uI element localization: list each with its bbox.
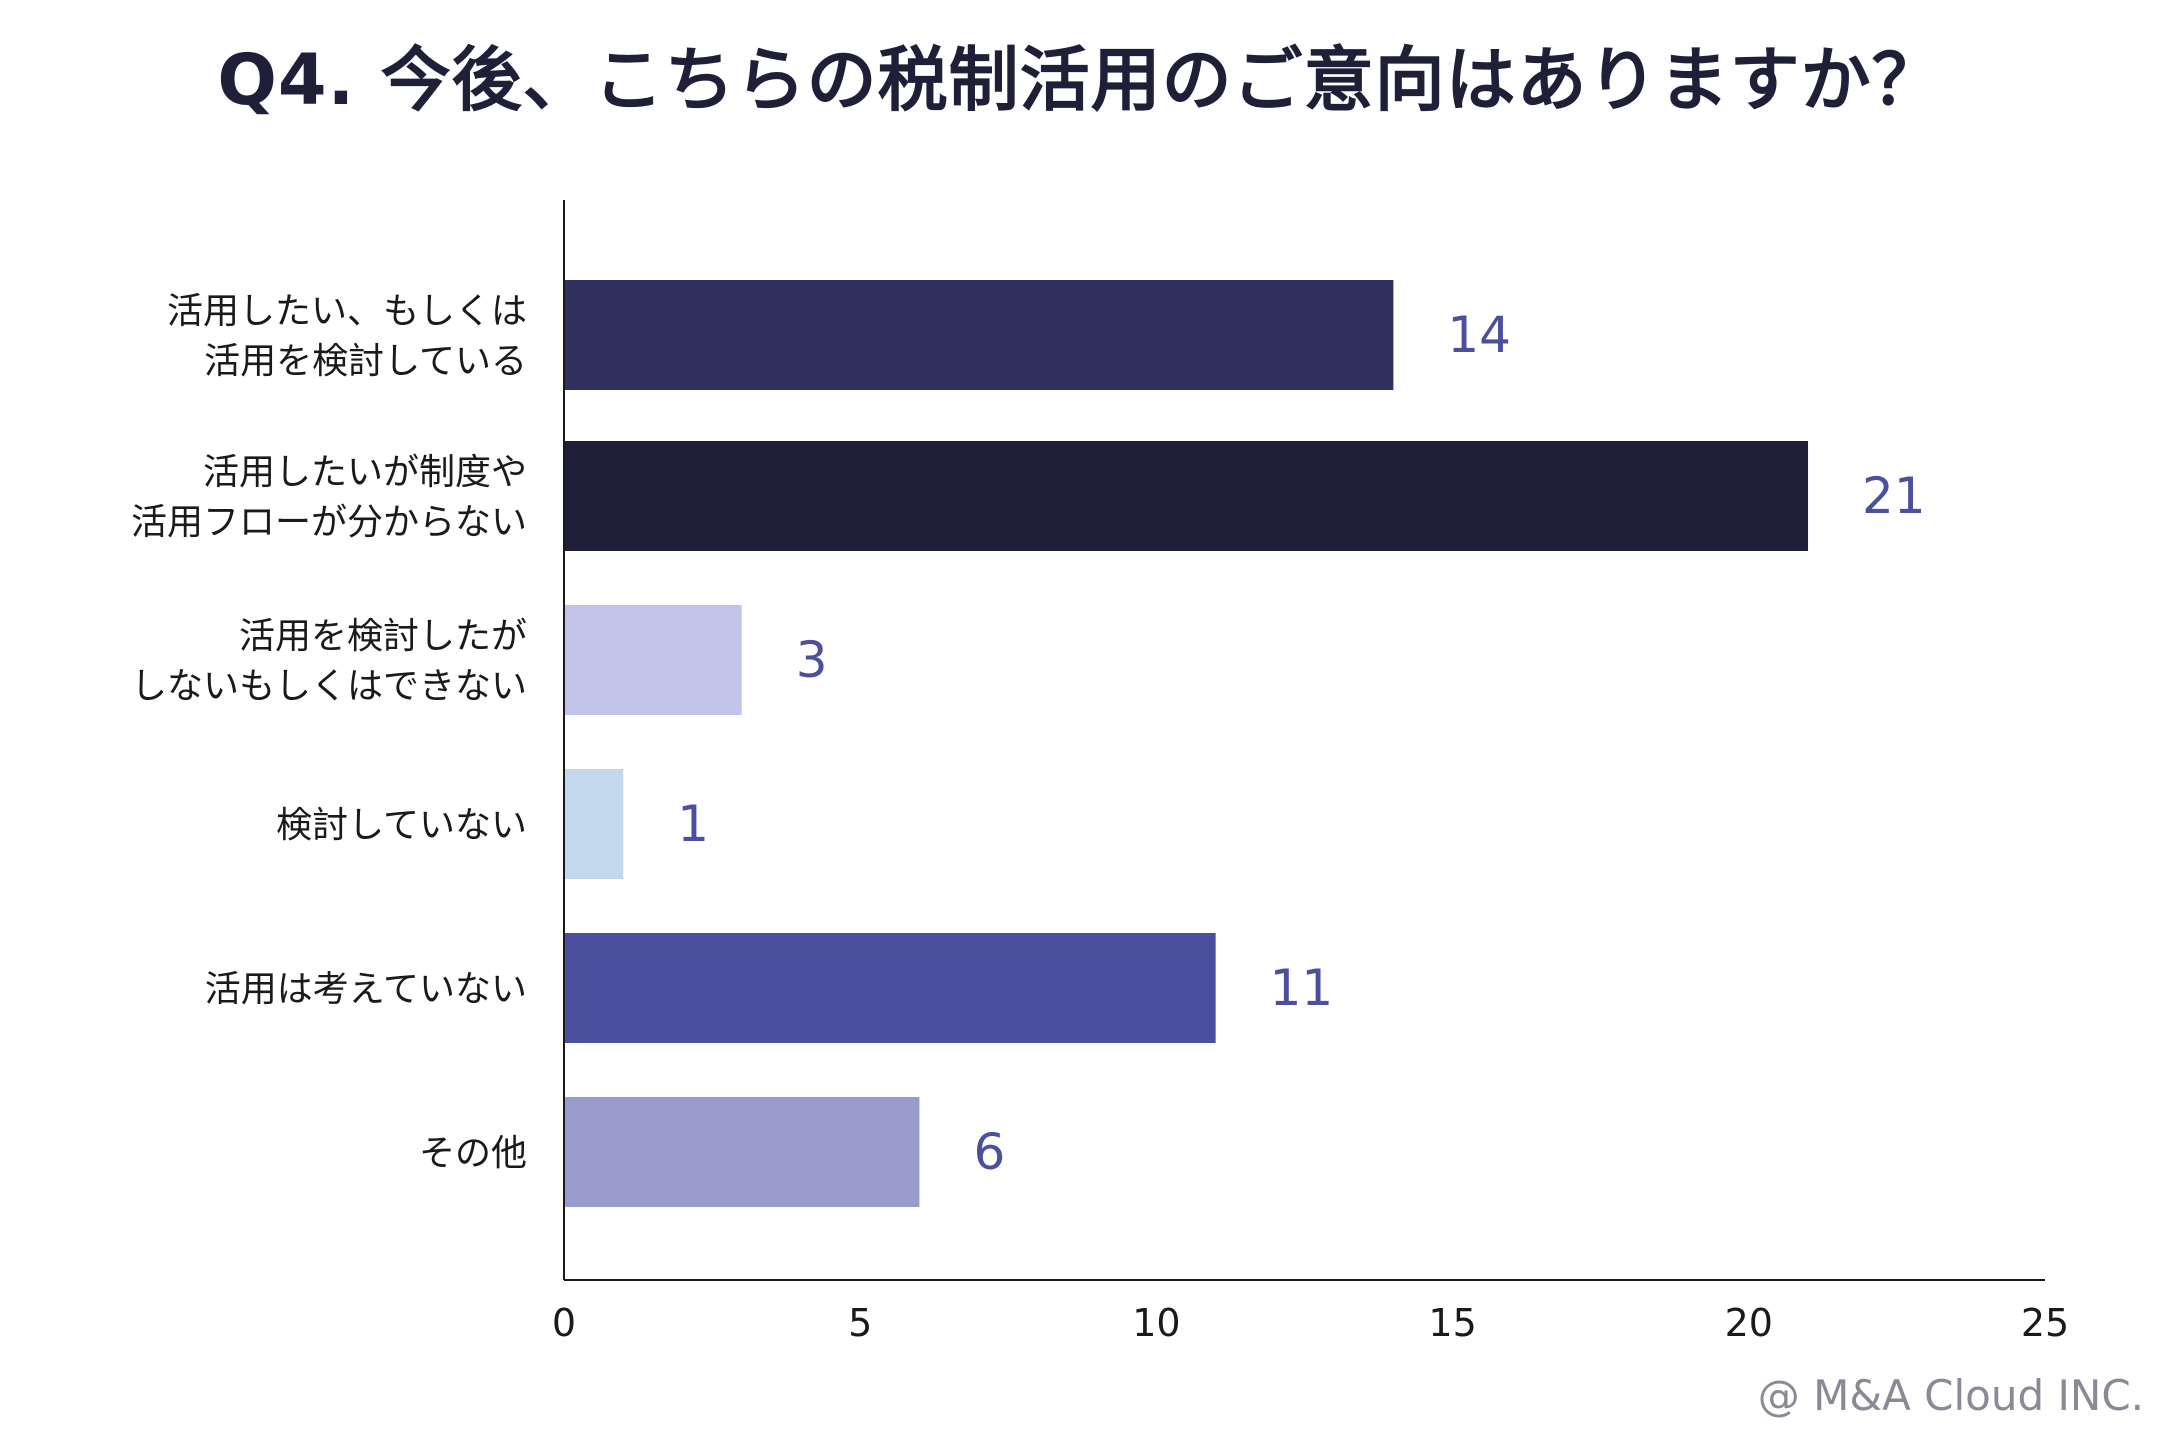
x-tick-label-5: 25 — [2021, 1301, 2069, 1345]
category-label-0-line-1: 活用を検討している — [204, 341, 527, 382]
category-label-0-line-0: 活用したい、もしくは — [167, 291, 527, 332]
x-tick-label-4: 20 — [1725, 1301, 1773, 1345]
bar-5 — [564, 1097, 920, 1207]
category-label-1-line-0: 活用したいが制度や — [203, 452, 527, 493]
bar-4 — [564, 933, 1216, 1043]
value-label-3: 1 — [677, 795, 709, 853]
x-tick-label-0: 0 — [552, 1301, 576, 1345]
bar-2 — [564, 605, 742, 715]
bar-1 — [564, 441, 1809, 551]
ticks-layer: 0 5 10 15 20 25 — [552, 1301, 2069, 1345]
value-label-4: 11 — [1270, 959, 1334, 1017]
chart-title: Q4. 今後、こちらの税制活用のご意向はありますか？ — [217, 39, 1943, 121]
value-label-2: 3 — [796, 631, 828, 689]
category-label-2-line-0: 活用を検討したが — [239, 616, 527, 657]
category-label-5-line-0: その他 — [419, 1133, 527, 1174]
category-labels-layer: 活用したい、もしくは活用を検討している活用したいが制度や活用フローが分からない活… — [131, 291, 527, 1174]
axes-layer — [563, 200, 2045, 1281]
bar-0 — [564, 280, 1394, 390]
value-label-0: 14 — [1447, 306, 1511, 364]
bar-3 — [564, 769, 624, 879]
x-tick-label-2: 10 — [1132, 1301, 1180, 1345]
category-label-2-line-1: しないもしくはできない — [131, 666, 527, 707]
category-label-3-line-0: 検討していない — [276, 805, 527, 846]
bars-layer — [564, 280, 1809, 1207]
x-tick-label-3: 15 — [1428, 1301, 1476, 1345]
category-label-1-line-1: 活用フローが分からない — [131, 502, 527, 543]
value-label-1: 21 — [1862, 467, 1926, 525]
copyright-credit: @ M&A Cloud INC. — [1757, 1371, 2144, 1420]
category-label-4-line-0: 活用は考えていない — [205, 969, 527, 1010]
value-label-5: 6 — [973, 1123, 1005, 1181]
x-tick-label-1: 5 — [848, 1301, 872, 1345]
